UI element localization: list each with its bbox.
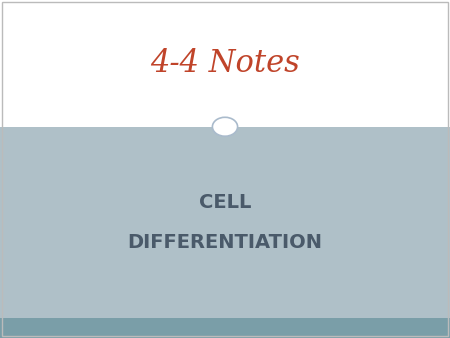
Circle shape bbox=[212, 117, 238, 136]
Bar bbox=[0, 0, 450, 127]
Text: CELL: CELL bbox=[199, 193, 251, 212]
Bar bbox=[0, 318, 450, 338]
Text: DIFFERENTIATION: DIFFERENTIATION bbox=[127, 233, 323, 252]
Text: 4-4 Notes: 4-4 Notes bbox=[150, 48, 300, 79]
Bar bbox=[0, 127, 450, 318]
